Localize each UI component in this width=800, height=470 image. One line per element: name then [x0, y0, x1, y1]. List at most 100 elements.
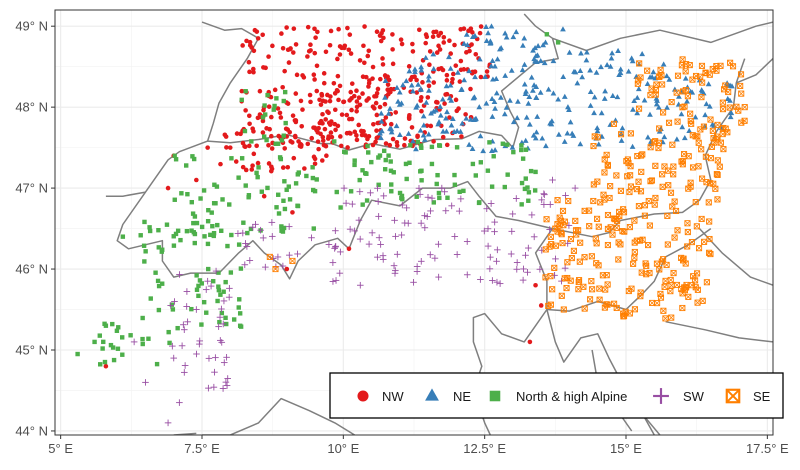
croatia-bosnia: [665, 320, 773, 343]
station-point: [239, 97, 244, 103]
station-point: [426, 73, 432, 79]
station-point: [451, 128, 458, 135]
station-point: [665, 119, 673, 126]
station-point: [153, 270, 158, 275]
station-point: [419, 145, 424, 150]
station-point: [280, 165, 286, 170]
station-point: [444, 108, 450, 115]
station-point: [243, 183, 248, 188]
station-point: [140, 341, 145, 347]
station-point: [212, 182, 217, 187]
station-point: [257, 88, 263, 94]
station-point: [719, 106, 727, 113]
station-point: [215, 298, 220, 304]
station-point: [709, 121, 716, 127]
station-point: [366, 84, 371, 89]
station-point: [505, 172, 510, 177]
station-point: [469, 145, 476, 151]
station-point: [268, 168, 274, 174]
station-point: [528, 168, 534, 174]
station-point: [525, 244, 532, 252]
station-point: [526, 93, 533, 100]
station-point: [577, 239, 584, 246]
station-point: [437, 143, 443, 148]
station-point: [402, 136, 408, 141]
station-point: [205, 218, 211, 224]
station-point: [241, 261, 249, 269]
station-point: [183, 303, 190, 310]
station-point: [472, 73, 478, 80]
station-point: [301, 75, 307, 80]
station-point: [614, 94, 621, 100]
station-point: [236, 175, 241, 180]
station-point: [291, 50, 296, 55]
station-point: [374, 184, 381, 192]
station-point: [695, 163, 702, 170]
station-point: [431, 200, 436, 205]
station-point: [420, 113, 427, 119]
station-point: [314, 127, 319, 133]
station-point: [508, 67, 515, 73]
station-point: [617, 66, 624, 72]
station-point: [483, 23, 489, 30]
y-tick-label: 45° N: [15, 343, 48, 358]
station-point: [627, 130, 634, 137]
station-point: [246, 195, 251, 200]
station-point: [693, 223, 700, 230]
station-point: [254, 170, 259, 176]
station-point: [441, 188, 448, 196]
station-point: [156, 245, 161, 250]
station-point: [573, 231, 580, 238]
station-point: [617, 187, 624, 194]
station-point: [564, 130, 571, 136]
station-point: [393, 110, 399, 115]
station-point: [375, 120, 381, 126]
station-point: [247, 69, 252, 75]
station-point: [476, 56, 483, 62]
station-point: [735, 107, 742, 114]
station-point: [268, 233, 276, 240]
station-point: [534, 113, 541, 119]
station-point: [260, 32, 265, 38]
station-point: [631, 217, 638, 224]
station-point: [391, 170, 396, 175]
station-point: [429, 161, 435, 167]
station-point: [237, 297, 242, 302]
station-point: [286, 184, 291, 189]
station-point: [219, 310, 225, 316]
station-point: [355, 216, 363, 224]
station-point: [478, 160, 484, 165]
station-point: [409, 125, 415, 130]
station-point: [274, 253, 282, 261]
station-point: [327, 42, 333, 48]
station-point: [219, 228, 224, 233]
station-point: [461, 67, 467, 72]
station-point: [524, 268, 531, 276]
station-point: [205, 355, 213, 362]
station-point: [702, 153, 709, 160]
station-point: [280, 84, 285, 90]
station-point: [201, 299, 207, 305]
legend-key-triangle: [425, 388, 439, 401]
station-point: [147, 228, 153, 234]
station-point: [471, 94, 478, 100]
vienna-east: [736, 58, 773, 84]
station-point: [489, 95, 495, 102]
station-point: [592, 235, 599, 242]
station-point: [415, 81, 422, 87]
station-point: [489, 57, 496, 64]
station-point: [380, 28, 386, 33]
station-point: [638, 269, 645, 276]
station-point: [378, 128, 385, 134]
station-point: [279, 262, 287, 270]
station-point: [313, 35, 318, 40]
station-point: [674, 118, 681, 125]
station-point: [218, 305, 225, 313]
station-point: [302, 166, 307, 171]
station-point: [191, 220, 196, 226]
station-point: [399, 41, 405, 47]
station-point: [631, 248, 638, 256]
station-point: [520, 265, 527, 273]
station-point: [282, 89, 288, 95]
station-point: [310, 165, 315, 170]
